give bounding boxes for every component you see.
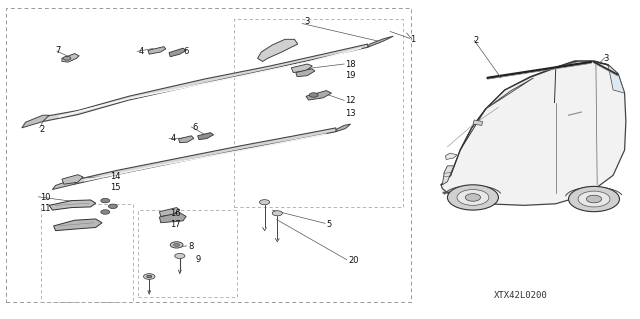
Text: 11: 11 [40,204,50,213]
Text: 10: 10 [40,193,50,202]
Text: 6: 6 [193,123,198,132]
Bar [234,19,403,207]
Polygon shape [257,39,298,62]
Circle shape [63,56,71,60]
Text: 2: 2 [40,125,45,134]
Circle shape [143,274,155,279]
Bar [6,8,411,302]
Polygon shape [49,200,96,210]
Text: 2: 2 [473,36,478,45]
Circle shape [173,243,180,247]
Polygon shape [198,133,214,140]
Polygon shape [473,120,483,125]
Polygon shape [159,213,186,223]
Text: 9: 9 [195,255,200,263]
Circle shape [272,211,282,216]
Polygon shape [368,36,394,47]
Polygon shape [43,44,368,122]
Text: 14: 14 [109,172,120,182]
Polygon shape [52,178,78,189]
Text: 17: 17 [170,220,181,229]
Text: 3: 3 [304,18,310,26]
Circle shape [586,195,602,203]
Polygon shape [54,219,102,231]
Polygon shape [556,62,594,67]
Polygon shape [179,136,194,143]
Text: 4: 4 [138,48,143,56]
Polygon shape [306,91,332,100]
Text: 12: 12 [346,97,356,106]
Text: 13: 13 [346,109,356,118]
Circle shape [447,185,499,210]
Circle shape [147,275,152,278]
Text: XTX42L0200: XTX42L0200 [494,291,548,300]
Polygon shape [296,69,315,77]
Circle shape [457,189,489,205]
Polygon shape [486,78,534,109]
Bar [138,210,237,297]
Text: 8: 8 [188,242,193,251]
Polygon shape [336,124,351,132]
Circle shape [309,93,318,97]
Polygon shape [148,47,166,54]
Polygon shape [445,153,457,160]
Polygon shape [59,47,362,118]
Circle shape [100,210,109,214]
Text: 3: 3 [604,54,609,63]
Circle shape [108,204,117,209]
Circle shape [170,242,183,248]
Text: 15: 15 [109,183,120,192]
Circle shape [100,198,109,203]
Polygon shape [75,128,336,184]
Text: 4: 4 [170,134,175,144]
Circle shape [465,194,481,201]
Polygon shape [22,115,49,128]
Text: 18: 18 [346,60,356,69]
Text: 7: 7 [56,46,61,55]
Polygon shape [62,175,83,184]
Polygon shape [62,54,79,62]
Bar [41,204,133,302]
Text: 19: 19 [346,71,356,80]
Text: 1: 1 [410,35,416,44]
Text: 16: 16 [170,209,181,218]
Circle shape [175,253,185,258]
Polygon shape [169,48,186,57]
Circle shape [259,200,269,205]
Polygon shape [291,64,312,72]
Polygon shape [441,62,626,205]
Text: 6: 6 [183,48,188,56]
Polygon shape [442,166,454,185]
Polygon shape [159,208,180,216]
Circle shape [568,186,620,212]
Polygon shape [84,133,326,182]
Text: 5: 5 [326,220,332,229]
Polygon shape [608,65,625,93]
Circle shape [578,191,610,207]
Text: 20: 20 [349,256,359,265]
